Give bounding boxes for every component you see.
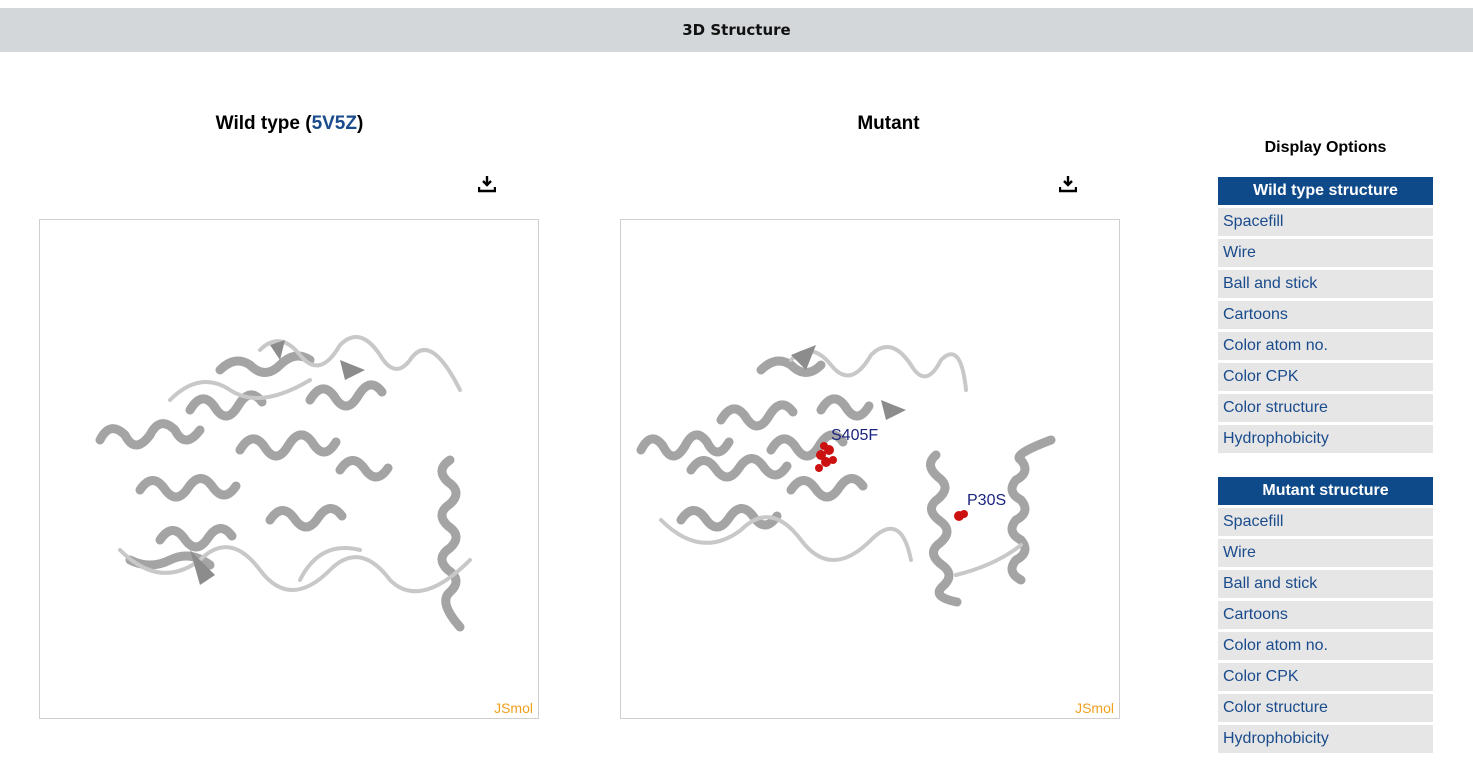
wild-option-wire[interactable]: Wire (1218, 239, 1433, 267)
mutant-option-color-cpk[interactable]: Color CPK (1218, 663, 1433, 691)
display-options-title: Display Options (1264, 139, 1387, 156)
jsmol-watermark: JSmol (494, 700, 533, 716)
jsmol-watermark: JSmol (1075, 700, 1114, 716)
wild-type-viewer[interactable]: JSmol (39, 219, 539, 719)
mutant-option-color-atom-no[interactable]: Color atom no. (1218, 632, 1433, 660)
mutation-label-p30s: P30S (967, 492, 1006, 509)
section-title: 3D Structure (682, 21, 791, 39)
wild-type-options-heading: Wild type structure (1218, 177, 1433, 205)
wild-type-options: Wild type structure Spacefill Wire Ball … (1218, 177, 1433, 456)
wild-option-color-cpk[interactable]: Color CPK (1218, 363, 1433, 391)
mutation-label-s405f: S405F (831, 427, 878, 444)
wild-option-hydrophobicity[interactable]: Hydrophobicity (1218, 425, 1433, 453)
mutant-option-spacefill[interactable]: Spacefill (1218, 508, 1433, 536)
wild-option-ball-and-stick[interactable]: Ball and stick (1218, 270, 1433, 298)
mutant-option-cartoons[interactable]: Cartoons (1218, 601, 1433, 629)
mutant-viewer[interactable]: S405F P30S JSmol (620, 219, 1120, 719)
wild-option-spacefill[interactable]: Spacefill (1218, 208, 1433, 236)
wild-option-cartoons[interactable]: Cartoons (1218, 301, 1433, 329)
wild-option-color-structure[interactable]: Color structure (1218, 394, 1433, 422)
wild-option-color-atom-no[interactable]: Color atom no. (1218, 332, 1433, 360)
mutant-options-heading: Mutant structure (1218, 477, 1433, 505)
download-icon[interactable] (1059, 175, 1077, 193)
mutant-option-hydrophobicity[interactable]: Hydrophobicity (1218, 725, 1433, 753)
wild-type-molecule (95, 335, 472, 632)
mutant-title: Mutant (857, 113, 920, 134)
mutant-option-color-structure[interactable]: Color structure (1218, 694, 1433, 722)
download-icon[interactable] (478, 175, 496, 193)
mutant-options: Mutant structure Spacefill Wire Ball and… (1218, 477, 1433, 756)
pdb-id-link[interactable]: 5V5Z (311, 113, 357, 134)
mutant-molecule: S405F P30S (636, 345, 1056, 607)
mutant-option-ball-and-stick[interactable]: Ball and stick (1218, 570, 1433, 598)
wild-type-title: Wild type (5V5Z) (215, 113, 364, 134)
mutant-option-wire[interactable]: Wire (1218, 539, 1433, 567)
section-header: 3D Structure (0, 8, 1473, 52)
